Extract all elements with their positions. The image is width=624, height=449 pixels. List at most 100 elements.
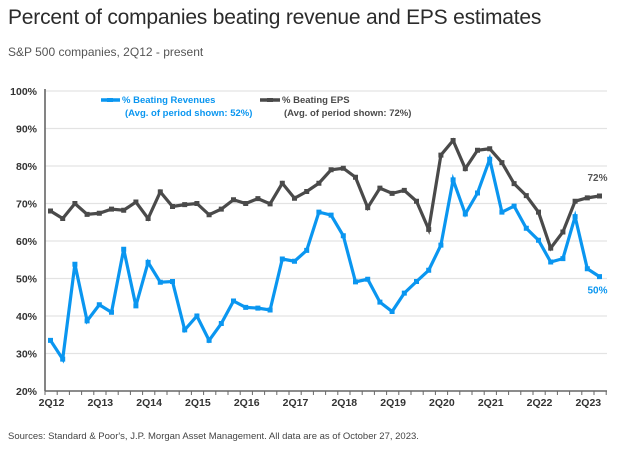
data-point — [426, 226, 432, 232]
chart-title: Percent of companies beating revenue and… — [8, 6, 542, 29]
data-point — [96, 302, 102, 308]
data-point — [365, 276, 371, 282]
legend-item-eps: % Beating EPS (Avg. of period shown: 72%… — [260, 95, 411, 119]
y-tick-label: 80% — [16, 161, 38, 173]
data-point — [353, 174, 358, 180]
data-point — [438, 152, 444, 158]
data-point — [523, 225, 529, 231]
data-point — [353, 279, 358, 285]
data-point — [316, 209, 322, 215]
data-point — [536, 209, 541, 215]
data-point — [267, 307, 273, 313]
data-point — [304, 189, 310, 194]
data-point — [450, 177, 456, 183]
series-eps — [48, 137, 602, 252]
data-point — [133, 303, 139, 309]
data-point — [401, 290, 407, 296]
legend: % Beating Revenues (Avg. of period shown… — [101, 95, 411, 119]
y-tick-label: 60% — [16, 236, 38, 248]
data-point — [109, 206, 114, 212]
end-label-eps: 72% — [588, 173, 608, 184]
data-point — [389, 309, 395, 314]
data-point — [304, 247, 310, 253]
x-tick-label: 2Q21 — [478, 397, 504, 409]
y-axis-ticks: 20% 30% 40% 50% 60% 70% 80% 90% 100% — [10, 86, 38, 398]
data-point — [218, 206, 224, 212]
data-point — [536, 237, 541, 243]
data-point — [340, 233, 346, 239]
data-point — [84, 211, 90, 217]
data-point — [157, 189, 163, 195]
y-tick-label: 100% — [10, 86, 38, 98]
data-point — [426, 267, 432, 273]
data-point — [377, 185, 383, 191]
data-point — [328, 212, 334, 218]
data-point — [584, 195, 590, 201]
x-tick-label: 2Q22 — [527, 397, 553, 409]
data-point — [414, 279, 419, 284]
data-point — [401, 187, 407, 193]
series-line — [49, 137, 600, 252]
x-tick-label: 2Q19 — [380, 397, 406, 409]
y-tick-label: 50% — [16, 274, 38, 286]
data-point — [438, 242, 444, 248]
data-point — [572, 198, 578, 204]
data-point — [499, 160, 505, 166]
data-point — [377, 299, 383, 305]
y-tick-label: 90% — [16, 124, 38, 136]
data-point — [243, 304, 249, 310]
data-point — [218, 321, 224, 326]
data-point — [206, 212, 212, 218]
data-point — [316, 180, 322, 186]
data-point — [511, 181, 517, 187]
data-point — [389, 190, 395, 196]
data-point — [145, 259, 151, 265]
data-point — [121, 246, 127, 252]
data-point — [60, 216, 66, 221]
data-point — [560, 256, 566, 262]
data-point — [597, 193, 602, 199]
data-point — [194, 201, 200, 206]
data-point — [48, 208, 53, 214]
x-tick-label: 2Q20 — [429, 397, 455, 409]
data-point — [279, 180, 285, 186]
series-lines — [48, 137, 602, 364]
y-tick-label: 70% — [16, 199, 38, 211]
y-tick-label: 20% — [16, 386, 38, 398]
data-point — [109, 309, 114, 315]
end-label-revenues: 50% — [588, 286, 608, 297]
legend-marker-eps — [267, 98, 273, 102]
data-point — [121, 207, 127, 213]
data-point — [72, 261, 78, 267]
data-point — [255, 305, 261, 311]
data-point — [206, 337, 212, 343]
data-point — [255, 196, 261, 202]
data-point — [414, 198, 419, 204]
x-tick-label: 2Q17 — [283, 397, 309, 409]
data-point — [60, 356, 66, 362]
legend-sublabel-eps: (Avg. of period shown: 72%) — [284, 108, 411, 119]
legend-label-revenues: % Beating Revenues — [122, 95, 215, 106]
data-point — [292, 258, 297, 264]
x-tick-label: 2Q16 — [234, 397, 260, 409]
x-tick-label: 2Q18 — [331, 397, 357, 409]
data-point — [267, 201, 273, 207]
data-point — [194, 313, 200, 319]
data-point — [523, 193, 529, 199]
y-tick-label: 30% — [16, 349, 38, 361]
series-revenues — [48, 153, 602, 364]
source-note: Sources: Standard & Poor's, J.P. Morgan … — [8, 431, 419, 442]
data-point — [560, 229, 566, 235]
legend-sublabel-revenues: (Avg. of period shown: 52%) — [125, 108, 252, 119]
data-point — [487, 156, 493, 162]
x-tick-label: 2Q15 — [185, 397, 211, 409]
data-point — [475, 147, 480, 153]
gridlines — [45, 90, 607, 355]
data-point — [572, 214, 578, 220]
data-point — [157, 279, 163, 285]
data-point — [170, 204, 175, 209]
x-tick-label: 2Q12 — [39, 397, 65, 409]
data-point — [48, 337, 53, 343]
x-tick-label: 2Q13 — [87, 397, 113, 409]
